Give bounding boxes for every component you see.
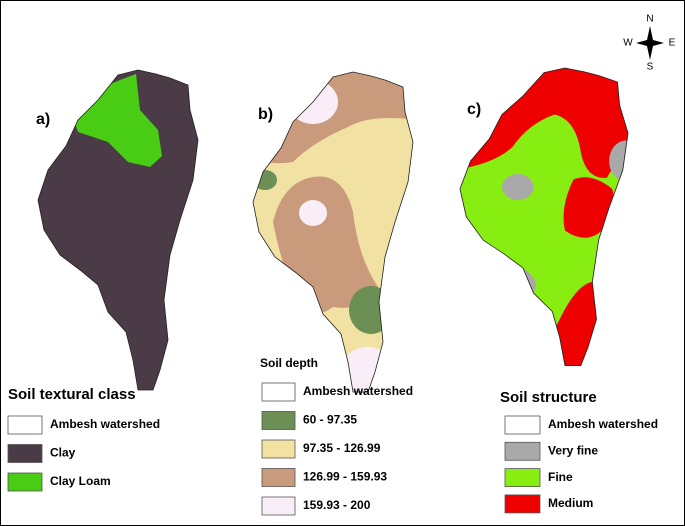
zone — [502, 174, 534, 201]
legend-title: Soil depth — [260, 356, 318, 370]
legend-swatch — [7, 415, 43, 435]
legend-swatch — [261, 468, 296, 487]
legends: Soil textural class Ambesh watershed Clay C… — [7, 356, 658, 516]
panel-label: a) — [36, 111, 50, 128]
legend-label: 159.93 - 200 — [303, 498, 371, 512]
legend-swatch — [7, 444, 43, 463]
compass-e: E — [669, 38, 676, 49]
panel-label: b) — [258, 106, 273, 123]
legend-label: 60 - 97.35 — [303, 413, 357, 427]
legend-label: Ambesh watershed — [303, 384, 413, 398]
legend-swatch — [261, 439, 296, 459]
legend-label: Clay Loam — [50, 474, 111, 488]
zone — [563, 177, 614, 238]
legend-swatch — [504, 415, 541, 435]
legend-label: Fine — [548, 470, 573, 484]
compass-rose — [636, 26, 664, 60]
compass-s: S — [647, 62, 654, 73]
legend-label: 97.35 - 126.99 — [303, 441, 381, 455]
legend-swatch — [504, 441, 541, 461]
compass-w: W — [623, 38, 633, 49]
legend-label: Clay — [50, 446, 76, 460]
legend-swatch — [261, 411, 296, 430]
legend-label: Medium — [548, 496, 593, 510]
compass-n: N — [646, 14, 653, 25]
legend-label: Very fine — [548, 443, 598, 457]
compass: N S W E — [623, 14, 675, 73]
legend-swatch — [261, 496, 296, 516]
legend-swatch — [7, 472, 43, 492]
legend-label: Ambesh watershed — [548, 417, 658, 431]
legend-swatch — [504, 494, 541, 514]
legend-title: Soil structure — [500, 389, 597, 406]
legend-swatch — [504, 468, 541, 488]
legend-label: 126.99 - 159.93 — [303, 470, 387, 484]
panel-label: c) — [467, 101, 481, 118]
legend-swatch — [261, 382, 296, 402]
legend-label: Ambesh watershed — [50, 417, 160, 431]
zone — [299, 200, 327, 226]
legend-title: Soil textural class — [8, 386, 136, 403]
